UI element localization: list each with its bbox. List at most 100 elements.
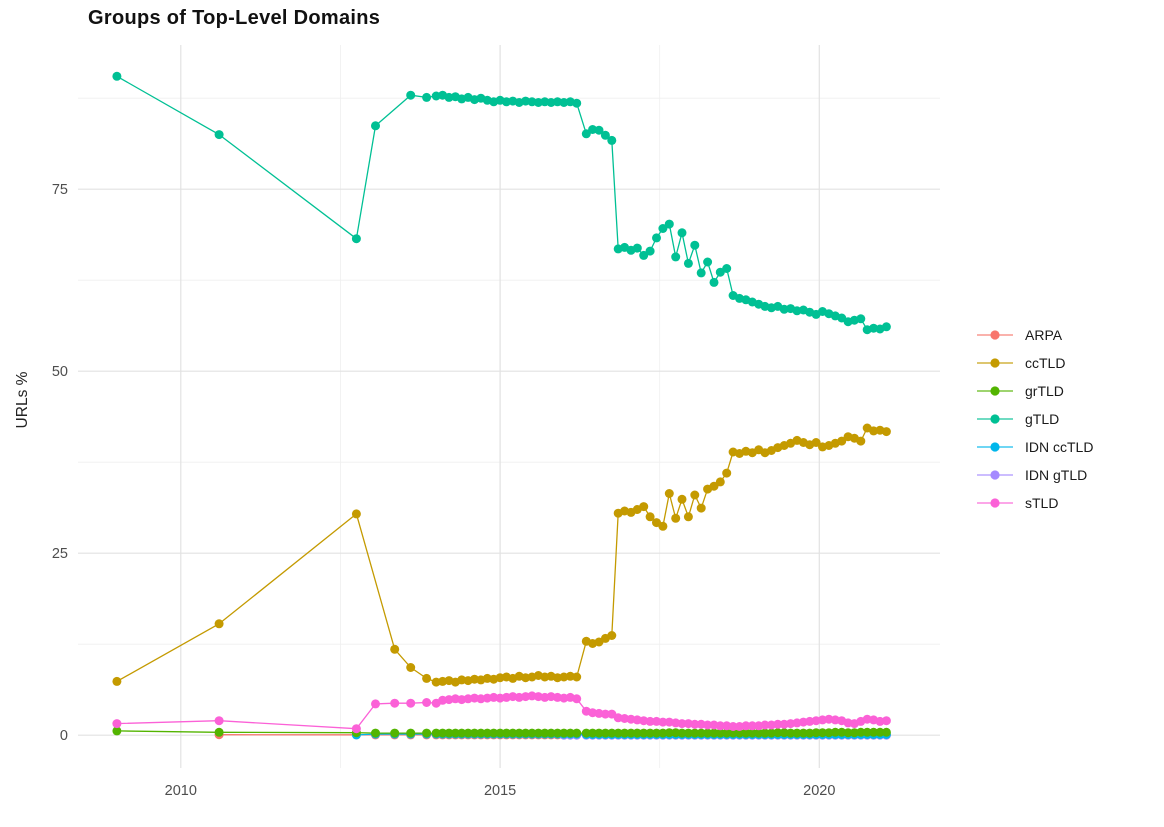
data-point-gtld	[214, 130, 224, 140]
legend-label-gtld: gTLD	[1025, 411, 1060, 427]
data-point-cctld	[112, 676, 122, 686]
data-point-grtld	[703, 728, 713, 738]
data-point-grtld	[600, 728, 610, 738]
data-point-grtld	[501, 728, 511, 738]
data-point-grtld	[875, 727, 885, 737]
data-point-stld	[390, 698, 400, 708]
y-tick-label: 25	[52, 546, 68, 562]
data-point-gtld	[600, 130, 610, 140]
data-point-gtld	[632, 243, 642, 253]
data-point-grtld	[527, 728, 537, 738]
data-point-gtld	[422, 92, 432, 102]
data-point-grtld	[792, 728, 802, 738]
data-point-stld	[747, 721, 757, 731]
data-point-grtld	[482, 728, 492, 738]
data-point-cctld	[422, 673, 432, 683]
data-point-stld	[715, 721, 725, 731]
data-point-grtld	[645, 728, 655, 738]
data-point-gtld	[351, 234, 361, 244]
data-point-stld	[881, 716, 891, 726]
data-point-stld	[645, 716, 655, 726]
data-point-grtld	[559, 728, 569, 738]
data-point-stld	[406, 698, 416, 708]
data-point-grtld	[553, 728, 562, 738]
data-point-grtld	[632, 728, 642, 738]
data-point-grtld	[773, 728, 783, 738]
data-point-grtld	[112, 726, 122, 736]
data-point-stld	[112, 719, 122, 729]
legend-key-icon-cctld	[977, 358, 1013, 368]
legend-key-icon-arpa	[977, 330, 1013, 340]
data-point-cctld	[214, 619, 224, 629]
legend-label-grtld: grTLD	[1025, 383, 1064, 399]
data-point-gtld	[652, 233, 661, 243]
legend-label-idn-gtld: IDN gTLD	[1025, 467, 1088, 483]
data-point-grtld	[546, 728, 556, 738]
data-point-grtld	[463, 728, 473, 738]
legend-label-cctld: ccTLD	[1025, 355, 1066, 371]
data-point-gtld	[671, 252, 681, 262]
data-point-stld	[600, 709, 610, 719]
data-point-grtld	[837, 727, 847, 737]
data-point-grtld	[422, 728, 432, 738]
data-point-stld	[677, 719, 687, 729]
data-point-grtld	[735, 728, 744, 738]
data-point-grtld	[830, 727, 840, 737]
data-point-gtld	[639, 250, 649, 260]
data-point-stld	[690, 719, 700, 729]
legend-label-idn-cctld: IDN ccTLD	[1025, 439, 1094, 455]
data-point-grtld	[470, 728, 479, 738]
data-point-gtld	[696, 268, 706, 278]
data-point-gtld	[572, 98, 582, 108]
data-point-gtld	[856, 314, 866, 324]
data-point-grtld	[639, 728, 649, 738]
legend-key-icon-grtld	[977, 386, 1013, 396]
data-point-grtld	[390, 728, 400, 738]
data-point-grtld	[664, 728, 674, 738]
data-point-grtld	[805, 728, 815, 738]
data-point-gtld	[690, 240, 700, 250]
x-tick-label: 2015	[484, 783, 516, 799]
data-point-cctld	[607, 631, 617, 640]
data-point-grtld	[508, 728, 518, 738]
legend-key-icon-gtld	[977, 414, 1013, 424]
x-tick-label: 2010	[165, 783, 197, 799]
legend-key-icon-stld	[977, 498, 1013, 508]
data-point-cctld	[351, 509, 361, 519]
data-point-grtld	[696, 728, 706, 738]
legend-key-dot	[990, 358, 1000, 368]
data-point-gtld	[722, 264, 732, 273]
data-point-grtld	[652, 728, 661, 738]
data-point-stld	[760, 720, 770, 730]
chart-title: Groups of Top-Level Domains	[88, 7, 381, 29]
data-point-gtld	[709, 277, 719, 287]
data-point-grtld	[722, 728, 732, 738]
legend-item-gtld: gTLD	[975, 405, 1093, 433]
data-point-stld	[422, 698, 432, 707]
data-point-grtld	[786, 728, 796, 738]
data-point-gtld	[677, 228, 687, 238]
data-point-grtld	[476, 728, 486, 738]
data-point-gtld	[881, 322, 891, 332]
data-point-gtld	[581, 129, 591, 139]
data-point-gtld	[658, 224, 668, 233]
data-point-gtld	[607, 135, 617, 145]
data-point-cctld	[690, 490, 700, 500]
data-point-grtld	[540, 728, 550, 738]
data-point-grtld	[715, 728, 725, 738]
data-point-grtld	[521, 728, 531, 738]
legend-key-dot	[990, 442, 1000, 452]
data-point-stld	[572, 694, 582, 704]
data-point-grtld	[406, 728, 416, 738]
data-point-grtld	[626, 728, 636, 738]
y-tick-label: 75	[52, 182, 68, 198]
data-point-grtld	[514, 728, 524, 738]
data-point-grtld	[798, 728, 808, 738]
data-point-grtld	[843, 728, 853, 738]
data-point-cctld	[881, 427, 891, 437]
data-point-grtld	[779, 728, 789, 738]
data-point-stld	[214, 716, 224, 726]
series-line-gtld	[116, 75, 887, 331]
data-point-grtld	[856, 727, 866, 737]
